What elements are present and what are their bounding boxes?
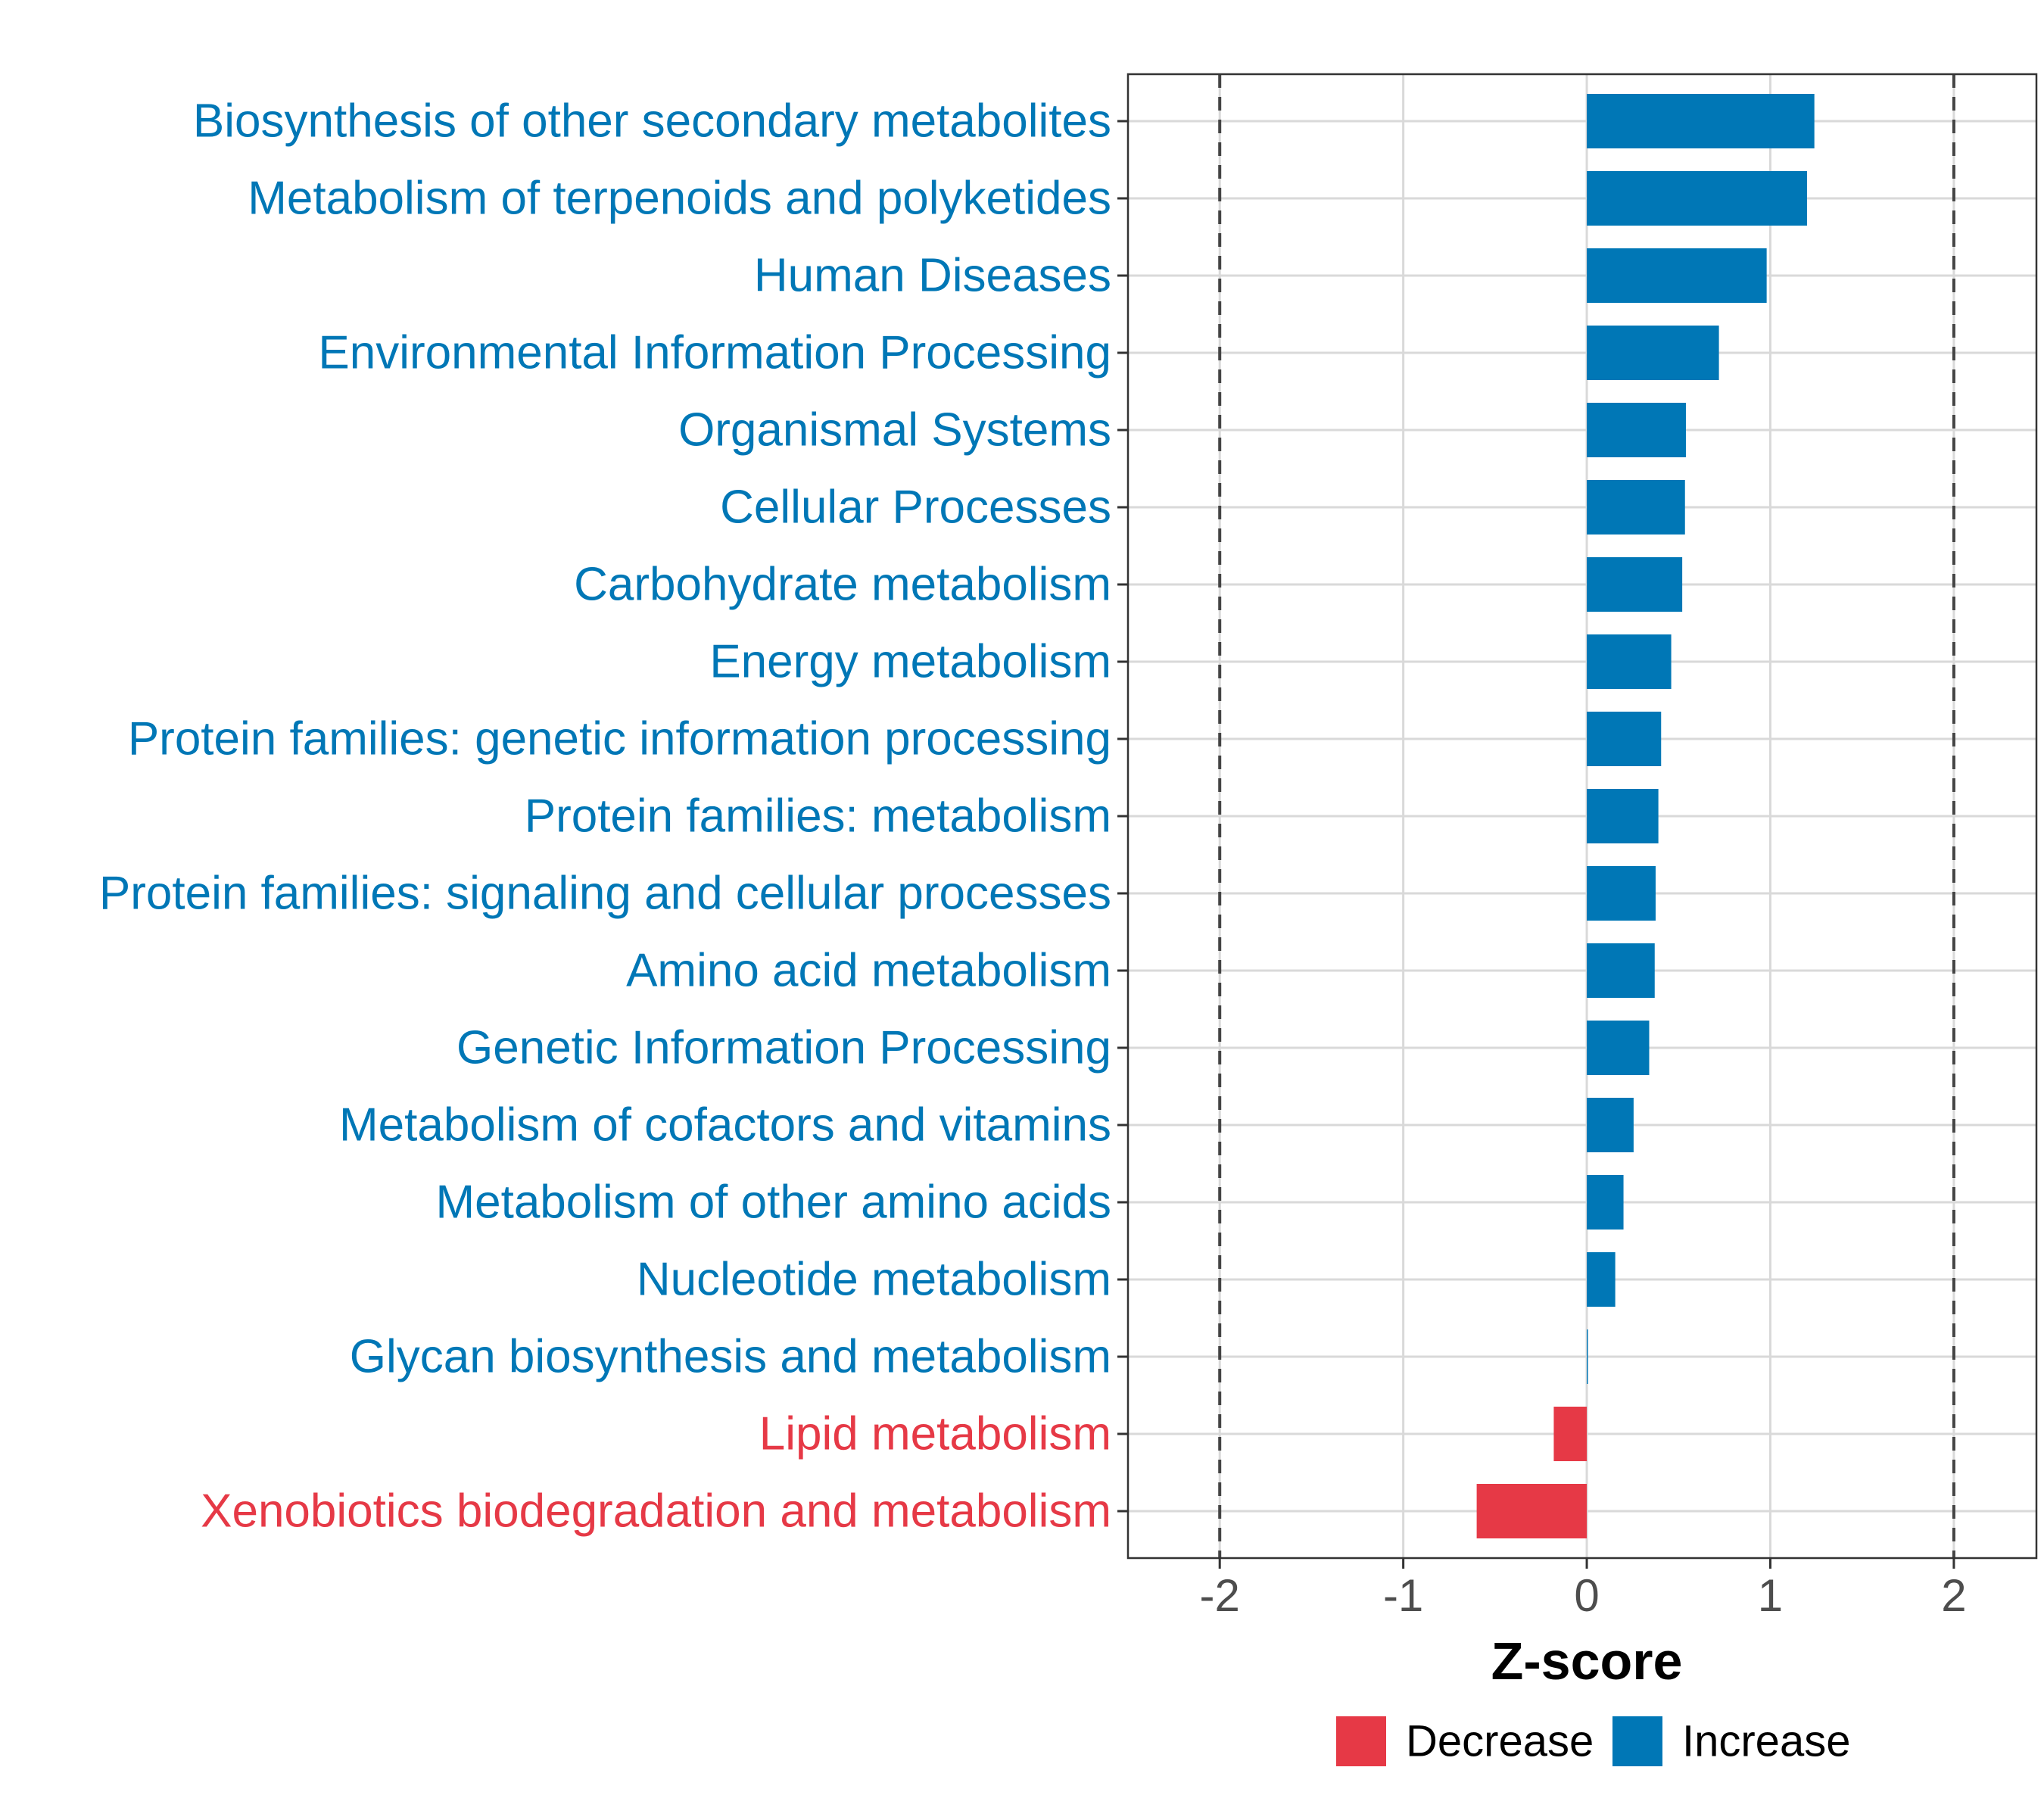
bar [1553,1407,1588,1461]
category-label: Protein families: genetic information pr… [128,713,1111,765]
x-tick-label: 2 [1941,1570,1966,1621]
category-label: Protein families: signaling and cellular… [99,868,1111,920]
bar [1587,1098,1634,1152]
bar [1587,866,1656,921]
reference-lines [1218,74,1955,1558]
y-axis-category-labels: Biosynthesis of other secondary metaboli… [99,95,1111,1538]
x-tick-label: -2 [1200,1570,1240,1621]
category-label: Human Diseases [754,250,1111,302]
bar [1587,789,1659,843]
bar [1587,1252,1616,1307]
category-label: Carbohydrate metabolism [574,559,1111,611]
category-label: Xenobiotics biodegradation and metabolis… [201,1485,1111,1538]
bar [1587,480,1685,535]
legend-label: Increase [1682,1717,1850,1766]
category-label: Amino acid metabolism [626,945,1111,997]
category-label: Cellular Processes [720,482,1111,534]
legend-swatch [1336,1716,1386,1766]
x-tick-label: 0 [1574,1570,1599,1621]
category-label: Genetic Information Processing [456,1022,1111,1074]
category-label: Environmental Information Processing [318,327,1111,379]
category-label: Energy metabolism [709,636,1111,688]
category-label: Lipid metabolism [759,1408,1111,1460]
category-label: Nucleotide metabolism [637,1254,1111,1306]
x-tick-label: -1 [1383,1570,1423,1621]
x-axis-ticks: -2 -1 0 1 2 [1200,1558,1967,1621]
x-tick-label: 1 [1758,1570,1783,1621]
category-label: Metabolism of terpenoids and polyketides [248,173,1111,225]
grid-lines [1128,74,2036,1558]
category-label: Glycan biosynthesis and metabolism [350,1331,1111,1383]
bar [1587,326,1719,380]
legend-swatch [1612,1716,1662,1766]
legend: Decrease Increase [1336,1716,1850,1766]
category-label: Biosynthesis of other secondary metaboli… [193,95,1111,148]
bar [1587,248,1767,303]
bar [1587,403,1686,457]
bar [1476,1484,1588,1538]
category-label: Metabolism of cofactors and vitamins [339,1099,1111,1152]
bar [1587,634,1672,689]
bar [1587,1021,1650,1075]
legend-label: Decrease [1406,1717,1594,1766]
bar [1587,712,1662,766]
bar [1587,943,1655,998]
category-label: Metabolism of other amino acids [435,1177,1111,1229]
bar [1587,1175,1624,1230]
category-label: Organismal Systems [678,404,1111,457]
bar [1587,94,1815,148]
y-axis-ticks [1117,120,1128,1513]
category-label: Protein families: metabolism [525,790,1111,843]
bar [1587,557,1683,612]
bar [1587,171,1807,226]
bar [1587,1329,1588,1384]
x-axis-title: Z-score [1491,1632,1683,1691]
bars [1476,94,1815,1538]
